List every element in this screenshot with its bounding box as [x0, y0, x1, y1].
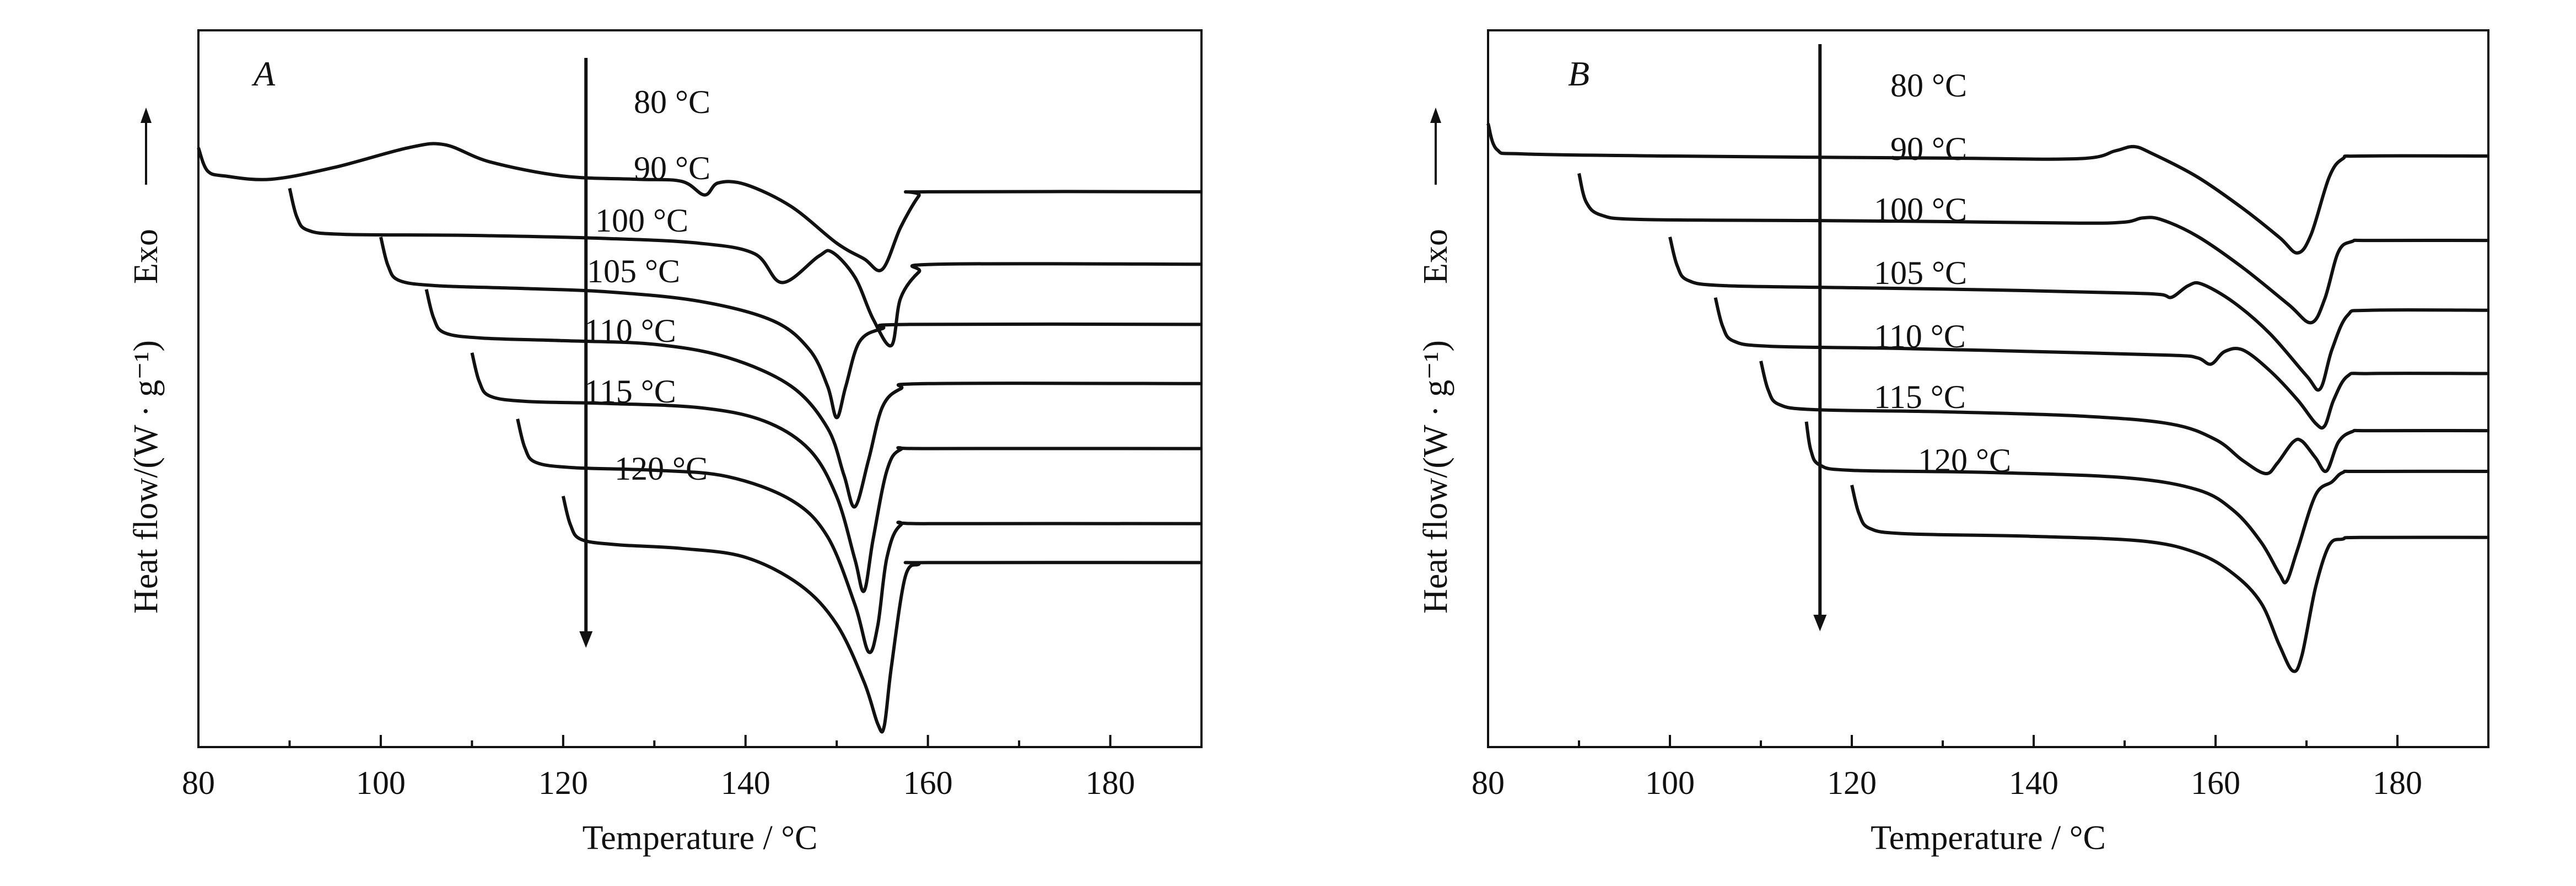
dsc-curve-a-5	[470, 352, 1202, 593]
x-tick-label: 140	[721, 765, 770, 801]
x-tick-label: 160	[903, 765, 953, 801]
temperature-label: 100 °C	[595, 202, 688, 239]
exo-arrow-a	[141, 108, 152, 185]
temperature-label: 120 °C	[1918, 442, 2011, 479]
temperature-label: 120 °C	[615, 450, 708, 487]
temperature-label: 105 °C	[587, 253, 680, 289]
dsc-curve-a-3	[379, 237, 1202, 420]
curves-b	[1486, 123, 2489, 673]
x-tick-label: 180	[1086, 765, 1135, 801]
exo-label-a: Exo	[127, 229, 165, 284]
x-tick-label: 100	[356, 765, 406, 801]
temperature-label: 110 °C	[584, 313, 676, 349]
x-tick-label: 140	[2009, 765, 2058, 801]
dsc-curve-a-7	[561, 496, 1202, 734]
curves-a	[197, 142, 1202, 734]
temperature-labels-a: 80 °C 90 °C 100 °C 105 °C 110 °C 115 °C 120 °C	[584, 84, 710, 487]
dsc-curve-a-6	[516, 418, 1202, 654]
dsc-curve-b-1	[1486, 123, 2489, 255]
dsc-curve-b-3	[1668, 237, 2489, 392]
temperature-label: 90 °C	[634, 150, 710, 186]
arrow-head	[579, 631, 593, 648]
panel-label-a: A	[251, 54, 276, 93]
temperature-label: 80 °C	[1890, 67, 1967, 104]
dsc-curve-b-4	[1713, 297, 2489, 430]
y-axis-title-a: Heat flow/(W · g⁻¹) Exo	[127, 108, 165, 614]
temperature-label: 115 °C	[1874, 379, 1966, 415]
temperature-label: 110 °C	[1874, 318, 1966, 355]
exo-arrow-head	[1430, 108, 1441, 123]
cooling-arrow-b	[1813, 44, 1827, 631]
x-tick-label: 80	[182, 765, 215, 801]
panel-label-b: B	[1568, 54, 1589, 93]
temperature-label: 105 °C	[1874, 255, 1967, 291]
temperature-label: 100 °C	[1874, 191, 1967, 228]
x-tick-label: 120	[1827, 765, 1877, 801]
plot-frame-b	[1487, 29, 2489, 748]
dsc-curve-b-6	[1804, 421, 2489, 584]
x-axis-a: 80 100 120 140 160 180	[182, 735, 1135, 801]
temperature-label: 90 °C	[1890, 131, 1967, 167]
dsc-curve-a-4	[424, 289, 1202, 509]
exo-arrow-head	[141, 108, 152, 123]
x-axis-title-b: Temperature / °C	[1871, 819, 2106, 857]
y-axis-label-a: Heat flow/(W · g⁻¹)	[127, 340, 165, 614]
dsc-curve-b-2	[1577, 173, 2489, 325]
dsc-curve-b-7	[1850, 485, 2489, 673]
exo-arrow-b	[1430, 108, 1441, 185]
panel-a: 80 100 120 140 160 180 80 °C 90 °C 100 °C 105 °C…	[127, 29, 1203, 857]
cooling-arrow-a	[579, 58, 593, 648]
x-axis-title-a: Temperature / °C	[583, 819, 818, 857]
x-axis-b: 80 100 120 140 160 180	[1472, 735, 2422, 801]
x-tick-label: 120	[538, 765, 588, 801]
x-tick-label: 100	[1645, 765, 1695, 801]
plot-frame-a	[197, 29, 1203, 748]
temperature-label: 80 °C	[634, 84, 710, 120]
y-axis-label-b: Heat flow/(W · g⁻¹)	[1417, 340, 1454, 614]
dsc-curve-a-1	[197, 142, 1202, 272]
y-axis-title-b: Heat flow/(W · g⁻¹) Exo	[1417, 108, 1454, 614]
exo-label-b: Exo	[1417, 229, 1454, 284]
temperature-label: 115 °C	[584, 373, 676, 410]
temperature-labels-b: 80 °C 90 °C 100 °C 105 °C 110 °C 115 °C 120 °C	[1874, 67, 2011, 479]
dsc-curve-a-2	[288, 187, 1202, 348]
x-tick-label: 160	[2191, 765, 2240, 801]
panel-b: 80 100 120 140 160 180 80 °C 90 °C 100 °C 105 °C…	[1417, 29, 2489, 857]
arrow-head	[1813, 615, 1827, 631]
x-tick-label: 80	[1472, 765, 1505, 801]
dsc-curve-b-5	[1759, 361, 2489, 475]
x-tick-label: 180	[2373, 765, 2422, 801]
